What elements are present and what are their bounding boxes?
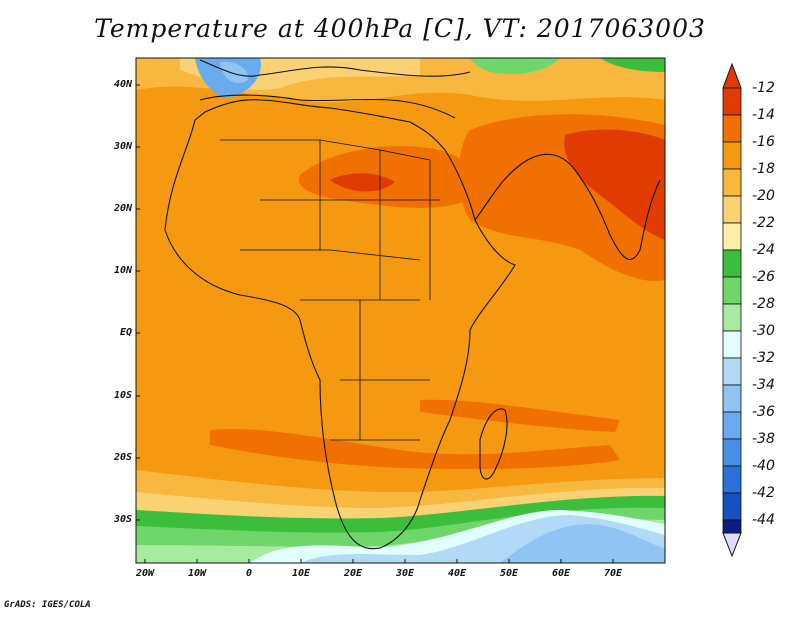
field-sahara-hot bbox=[330, 173, 395, 192]
colorbar-swatch bbox=[722, 141, 742, 170]
colorbar-label: -28 bbox=[752, 296, 775, 312]
colorbar-label: -42 bbox=[752, 485, 775, 501]
colorbar-label: -26 bbox=[752, 269, 775, 285]
colorbar-swatch bbox=[722, 384, 742, 413]
field-mediterranean-core bbox=[220, 61, 249, 84]
lat-label: 20N bbox=[113, 203, 132, 214]
colorbar-swatch bbox=[722, 303, 742, 332]
map-frame bbox=[135, 57, 666, 564]
colorbar-label: -18 bbox=[752, 161, 775, 177]
lat-label: 40N bbox=[113, 79, 132, 90]
colorbar bbox=[722, 62, 742, 558]
axis-ticks bbox=[136, 84, 614, 563]
colorbar-swatch bbox=[722, 438, 742, 467]
field-indian-ocean-warm bbox=[420, 399, 620, 432]
north-africa-coast bbox=[199, 94, 456, 119]
lat-label: EQ bbox=[119, 327, 132, 338]
colorbar-swatch bbox=[722, 519, 742, 534]
colorbar-swatch bbox=[722, 330, 742, 359]
lat-label: 20S bbox=[113, 452, 132, 463]
europe-coast bbox=[199, 59, 471, 77]
colorbar-label: -40 bbox=[752, 458, 775, 474]
colorbar-label: -16 bbox=[752, 134, 775, 150]
lat-label: 10S bbox=[113, 390, 132, 401]
map-title: Temperature at 400hPa [C], VT: 201706300… bbox=[94, 14, 706, 43]
arrow-up-icon bbox=[722, 62, 742, 89]
field-south-blue bbox=[500, 524, 665, 563]
colorbar-swatch bbox=[722, 195, 742, 224]
field-india-hot bbox=[564, 129, 665, 240]
lon-label: 40E bbox=[447, 568, 467, 579]
colorbar-swatch bbox=[722, 114, 742, 143]
lon-label: 20W bbox=[135, 568, 155, 579]
colorbar-label: -20 bbox=[752, 188, 775, 204]
colorbar-swatch bbox=[722, 465, 742, 494]
colorbar-label: -38 bbox=[752, 431, 775, 447]
colorbar-swatch bbox=[722, 249, 742, 278]
lon-label: 70E bbox=[603, 568, 623, 579]
africa-outline bbox=[164, 99, 516, 550]
field-northeast-green bbox=[470, 58, 560, 75]
field-sahara-warm bbox=[299, 146, 479, 208]
colorbar-label: -24 bbox=[752, 242, 775, 258]
colorbar-label: -22 bbox=[752, 215, 775, 231]
lon-label: 10W bbox=[187, 568, 207, 579]
colorbar-label: -44 bbox=[752, 512, 775, 528]
lat-label: 30N bbox=[113, 141, 132, 152]
colorbar-label: -30 bbox=[752, 323, 775, 339]
lon-label: 50E bbox=[499, 568, 519, 579]
arabia-india-coast bbox=[474, 153, 661, 260]
lat-label: 30S bbox=[113, 514, 132, 525]
lon-label: 60E bbox=[551, 568, 571, 579]
colorbar-label: -12 bbox=[752, 80, 775, 96]
colorbar-swatch bbox=[722, 222, 742, 251]
field-northeast-green-2 bbox=[600, 58, 665, 72]
colorbar-label: -14 bbox=[752, 107, 775, 123]
lon-label: 10E bbox=[291, 568, 311, 579]
coastlines bbox=[164, 59, 661, 550]
colorbar-label: -36 bbox=[752, 404, 775, 420]
colorbar-swatch bbox=[722, 492, 742, 521]
colorbar-swatch bbox=[722, 357, 742, 386]
arrow-down-icon bbox=[722, 532, 742, 558]
credit-text: GrADS: IGES/COLA bbox=[4, 600, 91, 610]
colorbar-swatch bbox=[722, 168, 742, 197]
field-south-warm-streak bbox=[210, 429, 620, 470]
colorbar-label: -32 bbox=[752, 350, 775, 366]
colorbar-swatch bbox=[722, 411, 742, 440]
lon-label: 30E bbox=[395, 568, 415, 579]
lat-label: 10N bbox=[113, 265, 132, 276]
colorbar-label: -34 bbox=[752, 377, 775, 393]
madagascar-outline bbox=[479, 408, 508, 480]
colorbar-swatch bbox=[722, 276, 742, 305]
lon-label: 20E bbox=[343, 568, 363, 579]
temperature-field bbox=[136, 58, 665, 563]
country-borders-vertical bbox=[319, 140, 431, 440]
lon-label: 0 bbox=[245, 568, 253, 579]
colorbar-swatch bbox=[722, 87, 742, 116]
